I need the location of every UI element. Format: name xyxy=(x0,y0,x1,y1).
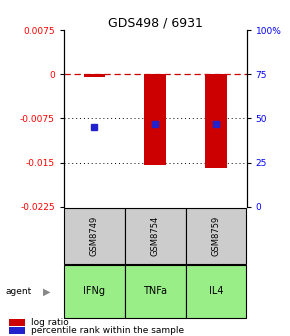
Text: ▶: ▶ xyxy=(43,287,50,296)
Text: agent: agent xyxy=(6,287,32,296)
Bar xyxy=(125,265,186,318)
Bar xyxy=(186,265,246,318)
Bar xyxy=(205,74,227,168)
Bar xyxy=(64,208,125,264)
Text: IFNg: IFNg xyxy=(83,287,105,296)
Bar xyxy=(9,319,25,326)
Bar xyxy=(9,328,25,334)
Text: TNFa: TNFa xyxy=(143,287,167,296)
Bar xyxy=(64,265,125,318)
Bar xyxy=(186,208,246,264)
Bar xyxy=(125,208,186,264)
Text: GSM8759: GSM8759 xyxy=(211,216,221,256)
Title: GDS498 / 6931: GDS498 / 6931 xyxy=(108,16,203,29)
Bar xyxy=(144,74,166,166)
Text: percentile rank within the sample: percentile rank within the sample xyxy=(31,326,184,335)
Text: GSM8749: GSM8749 xyxy=(90,216,99,256)
Text: log ratio: log ratio xyxy=(31,318,69,327)
Bar xyxy=(84,74,105,77)
Text: GSM8754: GSM8754 xyxy=(151,216,160,256)
Text: IL4: IL4 xyxy=(209,287,223,296)
